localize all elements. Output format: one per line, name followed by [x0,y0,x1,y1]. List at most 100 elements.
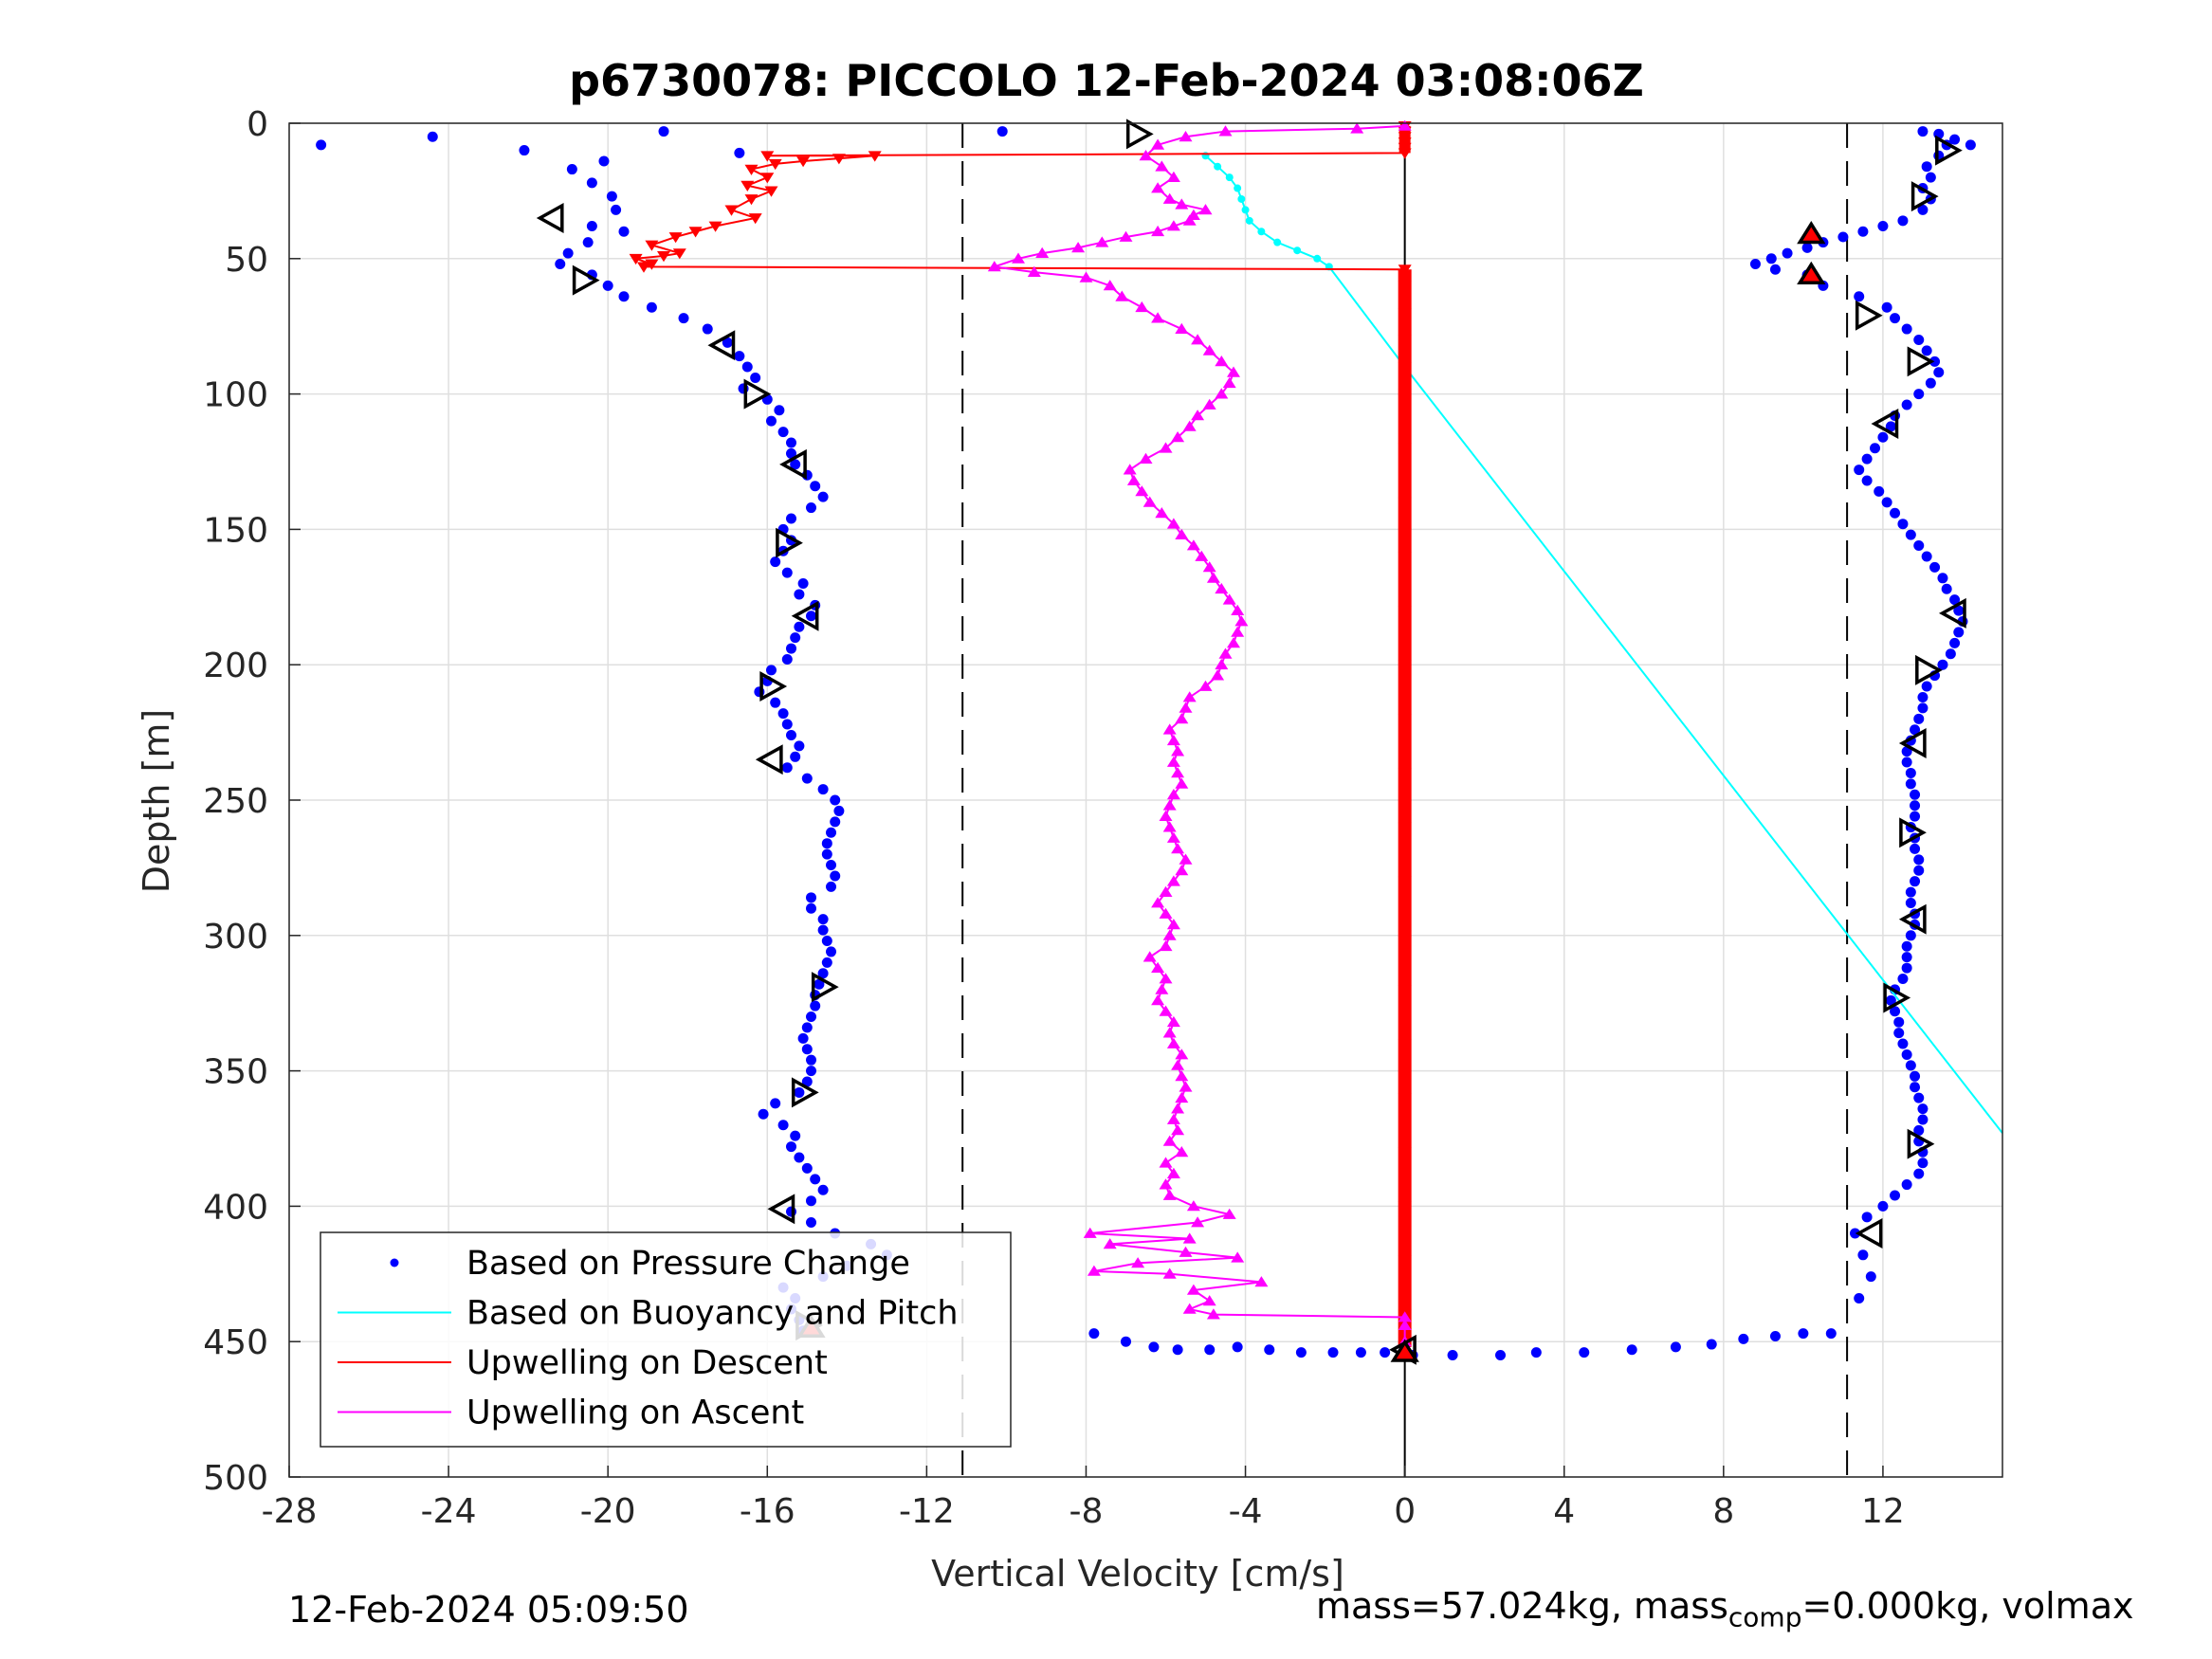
upwelling-marker [1012,252,1025,264]
upwelling-marker [1186,539,1200,551]
pressure-point [826,881,837,892]
open-triangle-marker [1883,982,1911,1013]
pressure-point [777,708,789,720]
upwelling-marker [1171,1124,1185,1136]
upwelling-marker [1171,745,1185,757]
upwelling-marker [1222,593,1236,605]
open-triangle-marker [1125,118,1154,150]
upwelling-marker [1027,265,1041,277]
upwelling-marker [1159,1157,1173,1168]
upwelling-marker [1166,171,1180,182]
pressure-point [1901,323,1912,335]
x-tick-label: -20 [580,1492,636,1531]
pressure-point [770,1098,781,1109]
series-5 [796,220,1826,1362]
upwelling-marker [1123,464,1137,475]
pressure-point [817,491,829,502]
upwelling-marker [1191,410,1205,421]
upwelling-marker [1218,125,1233,137]
pressure-point [646,301,657,313]
pressure-point [1913,1092,1925,1103]
buoyancy-point [1313,254,1322,263]
upwelling-marker [1179,131,1193,142]
upwelling-marker [1171,1103,1185,1114]
upwelling-marker [1135,301,1149,313]
pressure-point [801,1076,813,1087]
upwelling-marker [1211,669,1225,681]
y-axis-label: Depth [m] [136,709,177,894]
upwelling-marker [1195,550,1209,561]
pressure-point [722,337,733,348]
pressure-point [765,665,777,676]
pressure-point [1885,421,1896,432]
pressure-point [1088,1328,1100,1340]
upwelling-marker [688,227,703,238]
pressure-point [1913,865,1925,876]
pressure-point [1801,242,1813,253]
pressure-point [817,784,829,795]
pressure-point [1921,551,1932,562]
upwelling-marker [1155,507,1169,519]
open-triangle-marker [779,448,807,480]
upwelling-marker [1166,1113,1180,1124]
plot-frame [288,122,2003,1478]
upwelling-marker [1115,290,1129,301]
y-tick-label: 0 [247,105,268,144]
pressure-point [1825,1328,1837,1340]
pressure-point [1626,1344,1637,1356]
pressure-point [810,1174,821,1185]
pressure-point [606,191,617,202]
buoyancy-point [1225,173,1234,182]
pressure-point [830,794,841,806]
pressure-point [797,578,809,590]
pressure-point [1917,1114,1929,1125]
pressure-point [1910,1082,1921,1093]
upwelling-marker [1218,647,1233,659]
y-tick-label: 250 [203,782,268,821]
upwelling-marker [1103,1238,1117,1249]
pressure-point [785,643,796,654]
pressure-point [1929,561,1941,573]
upwelling-marker [645,240,659,251]
upwelling-marker [1071,242,1086,253]
open-triangle-marker [1898,728,1927,758]
pressure-point [814,978,825,990]
upwelling-marker [1162,1267,1177,1279]
upwelling-marker [1175,198,1189,210]
upwelling-marker [1166,1167,1180,1178]
open-triangle-marker [572,264,600,296]
upwelling-marker [1175,1091,1189,1103]
legend-label: Based on Pressure Change [466,1245,910,1283]
upwelling-marker [1162,723,1177,735]
x-tick-label: 12 [1861,1492,1905,1531]
buoyancy-point [1234,184,1242,192]
upwelling-marker [1159,973,1173,984]
buoyancy-point [1257,228,1266,236]
open-triangle-marker [1855,300,1883,331]
upwelling-marker [744,194,759,206]
open-triangle-marker [1855,1218,1883,1249]
upwelling-marker [1222,376,1236,389]
pressure-point [794,1152,805,1163]
upwelling-marker [1254,1276,1269,1287]
pressure-point [741,361,753,373]
upwelling-marker [708,221,722,232]
upwelling-marker [1234,615,1249,627]
pressure-point [1854,291,1865,302]
open-triangle-marker [1907,1128,1935,1159]
upwelling-marker [1166,789,1180,800]
x-tick-label: -16 [740,1492,795,1531]
pressure-point [1901,952,1912,963]
legend-label: Based on Buoyancy and Pitch [466,1295,959,1333]
pressure-point [1945,648,1956,660]
pressure-point [781,567,793,578]
upwelling-marker [1171,1059,1185,1070]
pressure-point [566,164,577,175]
pressure-point [765,415,777,427]
upwelling-marker [796,156,811,168]
pressure-point [1893,1016,1905,1028]
upwelling-marker [1222,1208,1236,1219]
pressure-point [794,740,805,752]
upwelling-marker [1119,230,1133,242]
plot-series [316,118,2003,1365]
